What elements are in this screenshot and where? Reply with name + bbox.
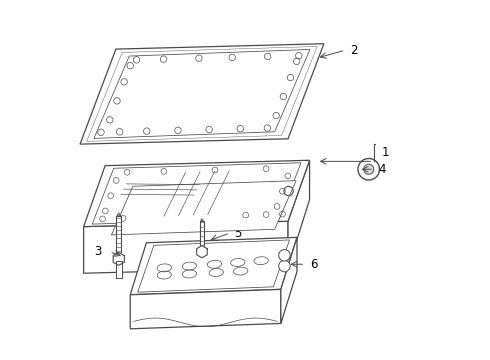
- Text: 1: 1: [381, 146, 389, 159]
- Polygon shape: [130, 289, 281, 329]
- Polygon shape: [288, 160, 310, 268]
- Polygon shape: [84, 221, 288, 273]
- Polygon shape: [196, 246, 207, 258]
- Circle shape: [279, 260, 290, 272]
- Text: 2: 2: [350, 44, 358, 57]
- Polygon shape: [116, 216, 122, 253]
- Polygon shape: [200, 219, 203, 221]
- Polygon shape: [200, 221, 204, 247]
- Polygon shape: [92, 163, 301, 224]
- Polygon shape: [116, 261, 122, 278]
- Polygon shape: [94, 49, 310, 138]
- Circle shape: [364, 164, 374, 174]
- Polygon shape: [117, 213, 121, 216]
- Circle shape: [279, 249, 290, 261]
- Polygon shape: [130, 237, 297, 295]
- Polygon shape: [113, 252, 124, 265]
- Polygon shape: [281, 237, 297, 323]
- Polygon shape: [80, 44, 324, 144]
- Polygon shape: [111, 181, 296, 235]
- Text: 6: 6: [310, 258, 318, 271]
- Polygon shape: [84, 160, 310, 226]
- Circle shape: [196, 248, 208, 261]
- Text: 4: 4: [379, 163, 386, 176]
- Circle shape: [358, 158, 379, 180]
- Text: 5: 5: [234, 226, 242, 239]
- Text: 3: 3: [94, 245, 101, 258]
- Polygon shape: [138, 240, 290, 292]
